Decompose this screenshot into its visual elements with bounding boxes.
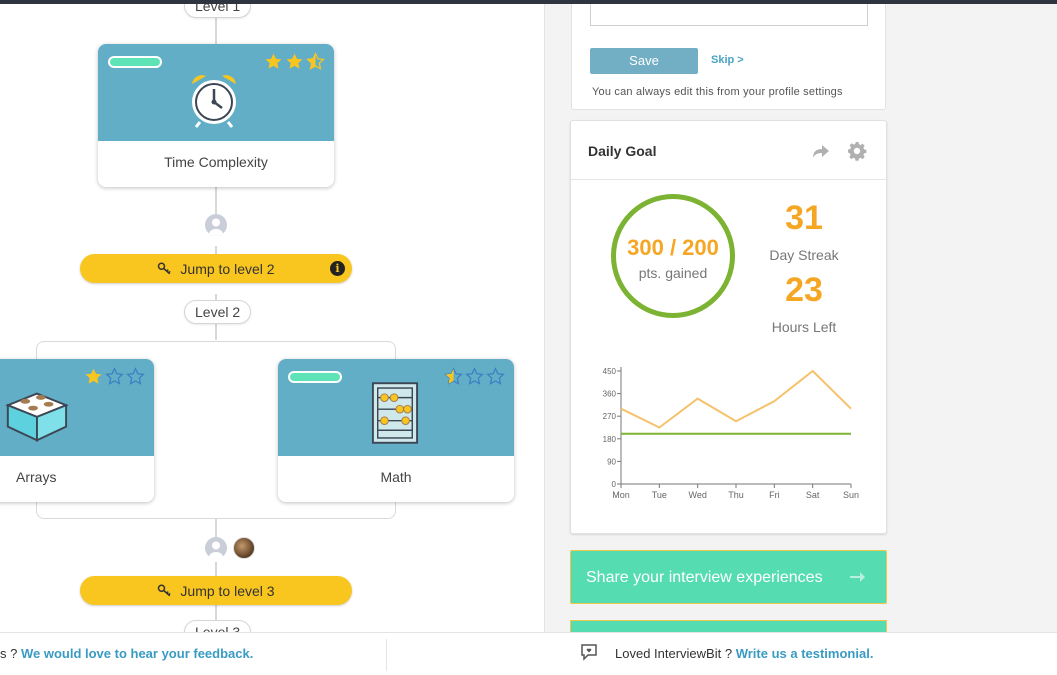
star-rating xyxy=(444,367,505,386)
user-avatar-placeholder xyxy=(205,214,227,236)
path-connector xyxy=(215,184,217,222)
points-series-line xyxy=(620,369,852,429)
save-button[interactable]: Save xyxy=(590,48,698,74)
topic-card-math[interactable]: Math xyxy=(278,359,514,502)
level-2-badge: Level 2 xyxy=(184,300,252,324)
feedback-footer: s ? We would love to hear your feedback.… xyxy=(0,632,1057,675)
profile-textarea[interactable] xyxy=(590,4,868,26)
star-half-icon xyxy=(306,52,325,70)
jump-to-level-2-button[interactable]: Jump to level 2 i xyxy=(80,254,352,283)
y-tick-label: 270 xyxy=(603,412,617,421)
daily-goal-title: Daily Goal xyxy=(588,143,657,159)
topic-card-time-complexity[interactable]: Time Complexity xyxy=(98,44,334,187)
feedback-prefix: s ? xyxy=(0,646,21,661)
topic-banner xyxy=(98,44,334,141)
top-bar xyxy=(0,0,1057,4)
star-rating xyxy=(84,367,145,386)
share-icon[interactable] xyxy=(811,141,831,161)
star-full-icon xyxy=(265,53,282,69)
key-icon xyxy=(158,584,172,597)
x-tick-label: Tue xyxy=(652,490,667,500)
daily-goal-header: Daily Goal xyxy=(571,121,886,180)
user-icon xyxy=(208,541,224,559)
hours-left-label: Hours Left xyxy=(771,319,837,335)
level-3-badge: Level 3 xyxy=(184,620,252,632)
testimonial-prefix: Loved InterviewBit ? xyxy=(615,646,736,661)
x-tick-label: Thu xyxy=(728,490,744,500)
arrow-right-icon xyxy=(850,572,865,582)
goal-points-label: pts. gained xyxy=(638,265,708,281)
y-tick-label: 0 xyxy=(612,480,617,489)
testimonial-prompt: Loved InterviewBit ? Write us a testimon… xyxy=(615,646,873,661)
abacus-icon xyxy=(371,382,419,444)
path-connector xyxy=(215,604,217,624)
jump-button-label: Jump to level 2 xyxy=(180,260,275,277)
topic-title: Time Complexity xyxy=(164,154,268,170)
lego-brick-icon xyxy=(5,392,69,442)
user-icon xyxy=(208,218,224,236)
path-connector xyxy=(215,4,217,44)
feedback-prompt: s ? We would love to hear your feedback. xyxy=(0,646,253,661)
y-tick-label: 360 xyxy=(603,390,617,399)
goal-progress-ring: 300 / 200 pts. gained xyxy=(611,194,735,318)
star-empty-icon xyxy=(105,367,124,385)
topic-title: Arrays xyxy=(16,469,57,485)
panel-divider xyxy=(544,4,545,632)
x-tick-label: Fri xyxy=(769,490,780,500)
y-tick-label: 90 xyxy=(607,457,616,466)
star-empty-icon xyxy=(486,367,505,385)
x-tick-label: Sun xyxy=(843,490,859,500)
topic-banner xyxy=(0,359,154,456)
star-empty-icon xyxy=(126,367,145,385)
x-tick-label: Wed xyxy=(688,490,706,500)
profile-prompt-card: Save Skip > You can always edit this fro… xyxy=(571,4,886,110)
progress-pill xyxy=(288,371,342,383)
share-experiences-label: Share your interview experiences xyxy=(586,569,823,586)
weekly-points-chart: 0 90 180 270 360 450 Mon Tue Wed Thu Fri Sat Sun xyxy=(603,367,859,500)
topic-title: Math xyxy=(380,469,412,485)
level-1-badge: Level 1 xyxy=(184,4,252,18)
path-connector xyxy=(215,562,217,578)
goal-points: 300 / 200 xyxy=(627,235,719,260)
y-tick-label: 450 xyxy=(603,367,617,376)
key-icon xyxy=(158,262,172,275)
path-connector xyxy=(215,518,217,538)
gear-icon[interactable] xyxy=(847,141,867,161)
star-full-icon xyxy=(85,368,102,384)
topic-banner xyxy=(278,359,514,456)
feedback-link[interactable]: We would love to hear your feedback. xyxy=(20,646,254,661)
profile-hint: You can always edit this from your profi… xyxy=(592,86,843,98)
topic-card-arrays[interactable]: Arrays xyxy=(0,359,154,502)
info-icon[interactable]: i xyxy=(330,261,345,276)
y-tick-label: 180 xyxy=(603,435,617,444)
jump-to-level-3-button[interactable]: Jump to level 3 xyxy=(80,576,352,605)
user-avatar-placeholder xyxy=(205,537,227,559)
progress-pill xyxy=(108,56,162,68)
star-rating xyxy=(264,52,325,71)
daily-goal-card: Daily Goal 300 / 200 pts. gained 31 Day … xyxy=(570,120,887,534)
star-empty-icon xyxy=(465,367,484,385)
jump-button-label: Jump to level 3 xyxy=(180,582,275,599)
learning-path-panel: Level 1 Time Complexity xyxy=(0,4,544,632)
page-background xyxy=(887,4,1057,632)
star-half-icon xyxy=(444,367,463,385)
share-experiences-card[interactable]: Share your interview experiences xyxy=(570,550,887,604)
x-tick-label: Sat xyxy=(806,490,820,500)
star-full-icon xyxy=(286,53,303,69)
skip-link[interactable]: Skip > xyxy=(711,54,744,66)
x-tick-label: Mon xyxy=(612,490,630,500)
testimonial-link[interactable]: Write us a testimonial. xyxy=(735,646,874,661)
footer-divider xyxy=(386,639,387,671)
streak-label: Day Streak xyxy=(769,247,839,263)
user-avatar[interactable] xyxy=(233,537,255,559)
streak-count: 31 xyxy=(785,199,823,237)
hours-left-count: 23 xyxy=(785,271,823,309)
alarm-clock-icon xyxy=(192,75,236,128)
comment-icon xyxy=(581,644,597,661)
